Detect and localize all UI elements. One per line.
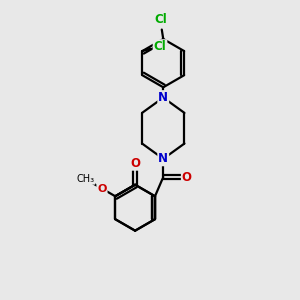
- Text: Cl: Cl: [154, 14, 167, 26]
- Text: O: O: [97, 184, 107, 194]
- Text: N: N: [158, 91, 168, 104]
- Text: O: O: [182, 171, 192, 184]
- Text: Cl: Cl: [154, 40, 166, 53]
- Text: O: O: [130, 157, 140, 170]
- Text: N: N: [158, 152, 168, 165]
- Text: CH₃: CH₃: [76, 174, 95, 184]
